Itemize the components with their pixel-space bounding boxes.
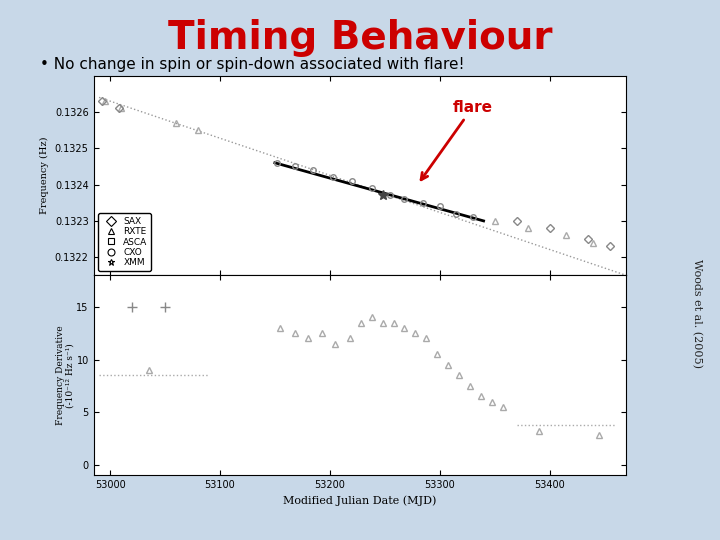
Legend: SAX, RXTE, ASCA, CXO, XMM: SAX, RXTE, ASCA, CXO, XMM <box>98 213 151 271</box>
Text: Woods et al. (2005): Woods et al. (2005) <box>692 259 702 368</box>
Text: flare: flare <box>421 100 492 180</box>
X-axis label: Modified Julian Date (MJD): Modified Julian Date (MJD) <box>283 496 437 506</box>
Text: Timing Behaviour: Timing Behaviour <box>168 19 552 57</box>
Y-axis label: Frequency (Hz): Frequency (Hz) <box>40 137 49 214</box>
Text: • No change in spin or spin-down associated with flare!: • No change in spin or spin-down associa… <box>40 57 464 72</box>
Y-axis label: Frequency Derivative
(-10⁻¹² Hz s⁻¹): Frequency Derivative (-10⁻¹² Hz s⁻¹) <box>55 326 75 425</box>
